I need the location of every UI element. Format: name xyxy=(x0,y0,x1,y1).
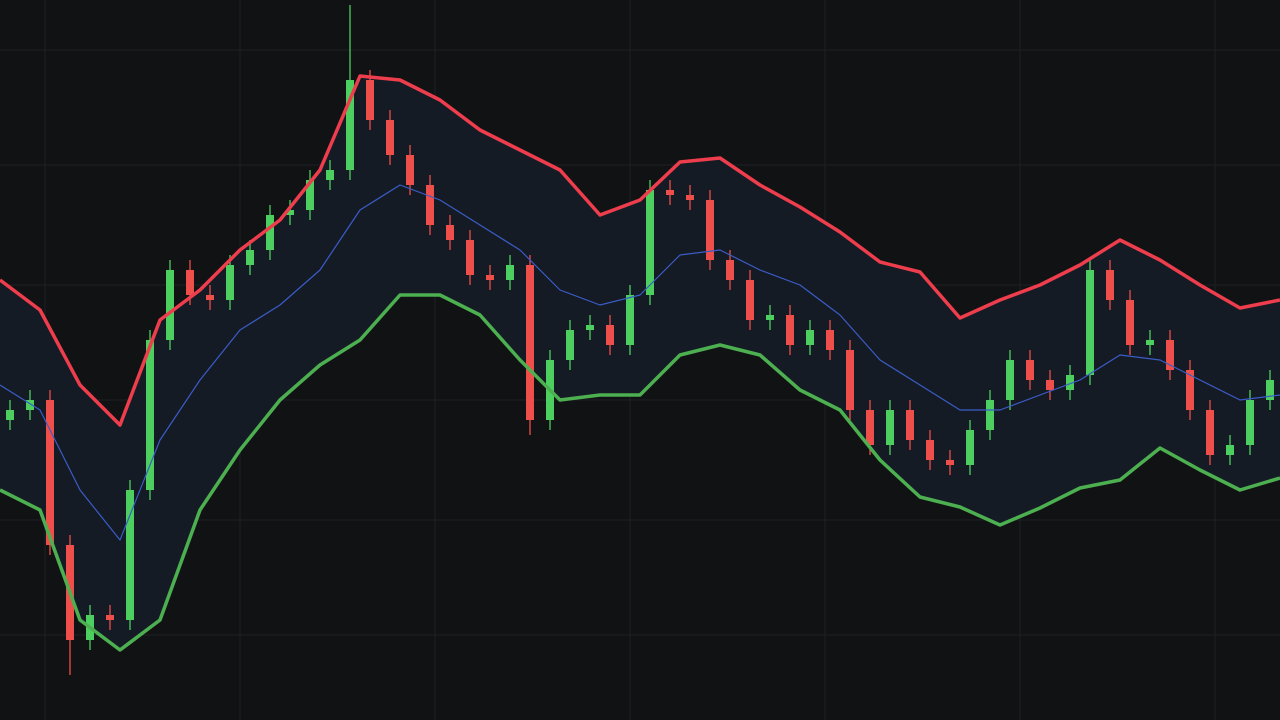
candle-body xyxy=(386,120,394,155)
candle-body xyxy=(666,190,674,195)
candle-body xyxy=(506,265,514,280)
candle-body xyxy=(766,315,774,320)
candle-body xyxy=(306,180,314,210)
candle-body xyxy=(486,275,494,280)
candle-body xyxy=(746,280,754,320)
candle-body xyxy=(426,185,434,225)
candle-body xyxy=(626,295,634,345)
candle-body xyxy=(646,190,654,295)
candle-body xyxy=(886,410,894,445)
candle-body xyxy=(146,340,154,490)
candle-body xyxy=(206,295,214,300)
candle-body xyxy=(166,270,174,340)
candle-body xyxy=(226,265,234,300)
candle-body xyxy=(566,330,574,360)
candle-body xyxy=(1126,300,1134,345)
candle-body xyxy=(266,215,274,250)
candle-body xyxy=(106,615,114,620)
candle-body xyxy=(906,410,914,440)
candle-body xyxy=(966,430,974,465)
candle-body xyxy=(686,195,694,200)
candle-body xyxy=(1266,380,1274,400)
candle-body xyxy=(26,400,34,410)
candle-body xyxy=(866,410,874,445)
candle-body xyxy=(1226,445,1234,455)
candle-body xyxy=(1146,340,1154,345)
candle-body xyxy=(1006,360,1014,400)
band-line xyxy=(0,293,1280,652)
candle-body xyxy=(826,330,834,350)
candle-body xyxy=(1086,270,1094,375)
candle-body xyxy=(706,200,714,260)
candle-body xyxy=(466,240,474,275)
candle-body xyxy=(606,325,614,345)
candle-body xyxy=(986,400,994,430)
candle-body xyxy=(926,440,934,460)
candle-body xyxy=(286,210,294,215)
candle-body xyxy=(346,80,354,170)
candle-body xyxy=(726,260,734,280)
candle-body xyxy=(1186,370,1194,410)
candle-body xyxy=(806,330,814,345)
candle-body xyxy=(526,265,534,420)
candle-body xyxy=(246,250,254,265)
candle-body xyxy=(126,490,134,620)
candle-body xyxy=(326,170,334,180)
candle-body xyxy=(846,350,854,410)
band-line xyxy=(0,74,1280,427)
candle-body xyxy=(1026,360,1034,380)
candle-body xyxy=(1206,410,1214,455)
candle-body xyxy=(446,225,454,240)
candle-body xyxy=(1106,270,1114,300)
candle-body xyxy=(46,400,54,545)
candle-body xyxy=(946,460,954,465)
candle-body xyxy=(186,270,194,295)
candle-body xyxy=(1046,380,1054,390)
candle-body xyxy=(1066,375,1074,390)
band-line xyxy=(0,184,1280,541)
candle-body xyxy=(1166,340,1174,370)
candle-body xyxy=(786,315,794,345)
candle-body xyxy=(366,80,374,120)
candle-body xyxy=(6,410,14,420)
candle-body xyxy=(586,325,594,330)
candle-body xyxy=(1246,400,1254,445)
candle-body xyxy=(406,155,414,185)
